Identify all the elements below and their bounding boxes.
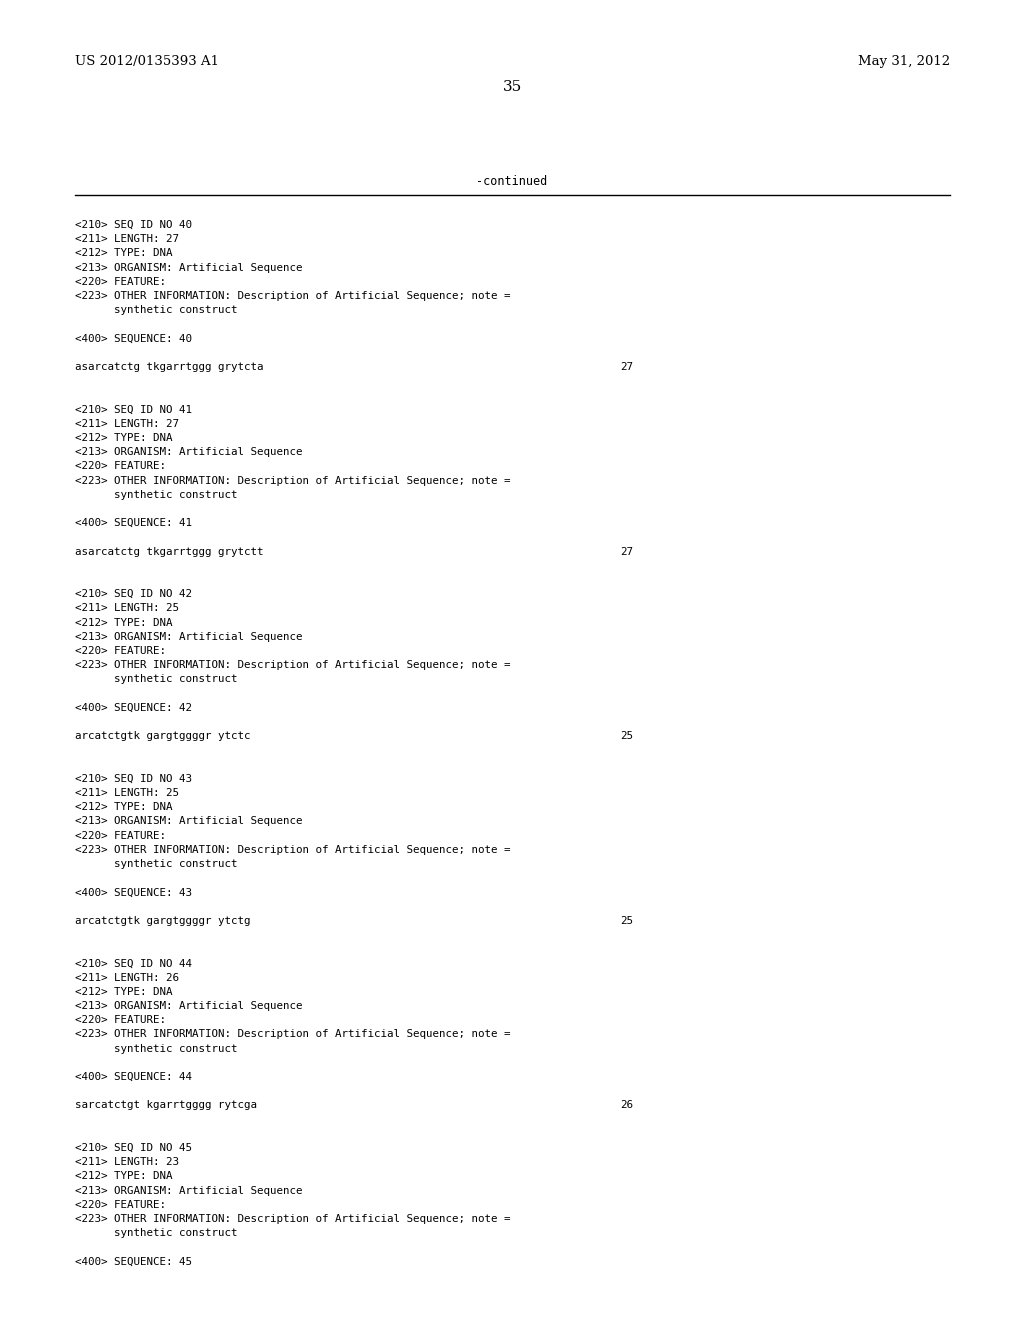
Text: <400> SEQUENCE: 40: <400> SEQUENCE: 40	[75, 334, 193, 343]
Text: <211> LENGTH: 25: <211> LENGTH: 25	[75, 603, 179, 614]
Text: <400> SEQUENCE: 45: <400> SEQUENCE: 45	[75, 1257, 193, 1267]
Text: sarcatctgt kgarrtgggg rytcga: sarcatctgt kgarrtgggg rytcga	[75, 1101, 257, 1110]
Text: synthetic construct: synthetic construct	[75, 1228, 238, 1238]
Text: <400> SEQUENCE: 44: <400> SEQUENCE: 44	[75, 1072, 193, 1082]
Text: <220> FEATURE:: <220> FEATURE:	[75, 462, 166, 471]
Text: <223> OTHER INFORMATION: Description of Artificial Sequence; note =: <223> OTHER INFORMATION: Description of …	[75, 845, 511, 855]
Text: <213> ORGANISM: Artificial Sequence: <213> ORGANISM: Artificial Sequence	[75, 1001, 302, 1011]
Text: <213> ORGANISM: Artificial Sequence: <213> ORGANISM: Artificial Sequence	[75, 447, 302, 457]
Text: <212> TYPE: DNA: <212> TYPE: DNA	[75, 618, 172, 627]
Text: -continued: -continued	[476, 176, 548, 187]
Text: <213> ORGANISM: Artificial Sequence: <213> ORGANISM: Artificial Sequence	[75, 1185, 302, 1196]
Text: US 2012/0135393 A1: US 2012/0135393 A1	[75, 55, 219, 69]
Text: <220> FEATURE:: <220> FEATURE:	[75, 277, 166, 286]
Text: 27: 27	[620, 546, 633, 557]
Text: <213> ORGANISM: Artificial Sequence: <213> ORGANISM: Artificial Sequence	[75, 263, 302, 273]
Text: <210> SEQ ID NO 45: <210> SEQ ID NO 45	[75, 1143, 193, 1152]
Text: synthetic construct: synthetic construct	[75, 675, 238, 684]
Text: <210> SEQ ID NO 42: <210> SEQ ID NO 42	[75, 589, 193, 599]
Text: 35: 35	[503, 81, 521, 94]
Text: arcatctgtk gargtggggr ytctg: arcatctgtk gargtggggr ytctg	[75, 916, 251, 925]
Text: <220> FEATURE:: <220> FEATURE:	[75, 1015, 166, 1026]
Text: synthetic construct: synthetic construct	[75, 490, 238, 500]
Text: <210> SEQ ID NO 43: <210> SEQ ID NO 43	[75, 774, 193, 784]
Text: <213> ORGANISM: Artificial Sequence: <213> ORGANISM: Artificial Sequence	[75, 816, 302, 826]
Text: <210> SEQ ID NO 40: <210> SEQ ID NO 40	[75, 220, 193, 230]
Text: <212> TYPE: DNA: <212> TYPE: DNA	[75, 248, 172, 259]
Text: <223> OTHER INFORMATION: Description of Artificial Sequence; note =: <223> OTHER INFORMATION: Description of …	[75, 1030, 511, 1039]
Text: <400> SEQUENCE: 42: <400> SEQUENCE: 42	[75, 702, 193, 713]
Text: <220> FEATURE:: <220> FEATURE:	[75, 830, 166, 841]
Text: <211> LENGTH: 27: <211> LENGTH: 27	[75, 234, 179, 244]
Text: asarcatctg tkgarrtggg grytcta: asarcatctg tkgarrtggg grytcta	[75, 362, 263, 372]
Text: synthetic construct: synthetic construct	[75, 859, 238, 869]
Text: <223> OTHER INFORMATION: Description of Artificial Sequence; note =: <223> OTHER INFORMATION: Description of …	[75, 475, 511, 486]
Text: <223> OTHER INFORMATION: Description of Artificial Sequence; note =: <223> OTHER INFORMATION: Description of …	[75, 1214, 511, 1224]
Text: <211> LENGTH: 27: <211> LENGTH: 27	[75, 418, 179, 429]
Text: 25: 25	[620, 916, 633, 925]
Text: <212> TYPE: DNA: <212> TYPE: DNA	[75, 987, 172, 997]
Text: <211> LENGTH: 26: <211> LENGTH: 26	[75, 973, 179, 982]
Text: <220> FEATURE:: <220> FEATURE:	[75, 1200, 166, 1210]
Text: <223> OTHER INFORMATION: Description of Artificial Sequence; note =: <223> OTHER INFORMATION: Description of …	[75, 660, 511, 671]
Text: arcatctgtk gargtggggr ytctc: arcatctgtk gargtggggr ytctc	[75, 731, 251, 742]
Text: 25: 25	[620, 731, 633, 742]
Text: synthetic construct: synthetic construct	[75, 1044, 238, 1053]
Text: <400> SEQUENCE: 43: <400> SEQUENCE: 43	[75, 887, 193, 898]
Text: <212> TYPE: DNA: <212> TYPE: DNA	[75, 803, 172, 812]
Text: <211> LENGTH: 23: <211> LENGTH: 23	[75, 1158, 179, 1167]
Text: <212> TYPE: DNA: <212> TYPE: DNA	[75, 1171, 172, 1181]
Text: <211> LENGTH: 25: <211> LENGTH: 25	[75, 788, 179, 799]
Text: <210> SEQ ID NO 41: <210> SEQ ID NO 41	[75, 405, 193, 414]
Text: <223> OTHER INFORMATION: Description of Artificial Sequence; note =: <223> OTHER INFORMATION: Description of …	[75, 290, 511, 301]
Text: <220> FEATURE:: <220> FEATURE:	[75, 645, 166, 656]
Text: <212> TYPE: DNA: <212> TYPE: DNA	[75, 433, 172, 444]
Text: synthetic construct: synthetic construct	[75, 305, 238, 315]
Text: <400> SEQUENCE: 41: <400> SEQUENCE: 41	[75, 519, 193, 528]
Text: 26: 26	[620, 1101, 633, 1110]
Text: May 31, 2012: May 31, 2012	[858, 55, 950, 69]
Text: <210> SEQ ID NO 44: <210> SEQ ID NO 44	[75, 958, 193, 969]
Text: asarcatctg tkgarrtggg grytctt: asarcatctg tkgarrtggg grytctt	[75, 546, 263, 557]
Text: 27: 27	[620, 362, 633, 372]
Text: <213> ORGANISM: Artificial Sequence: <213> ORGANISM: Artificial Sequence	[75, 632, 302, 642]
